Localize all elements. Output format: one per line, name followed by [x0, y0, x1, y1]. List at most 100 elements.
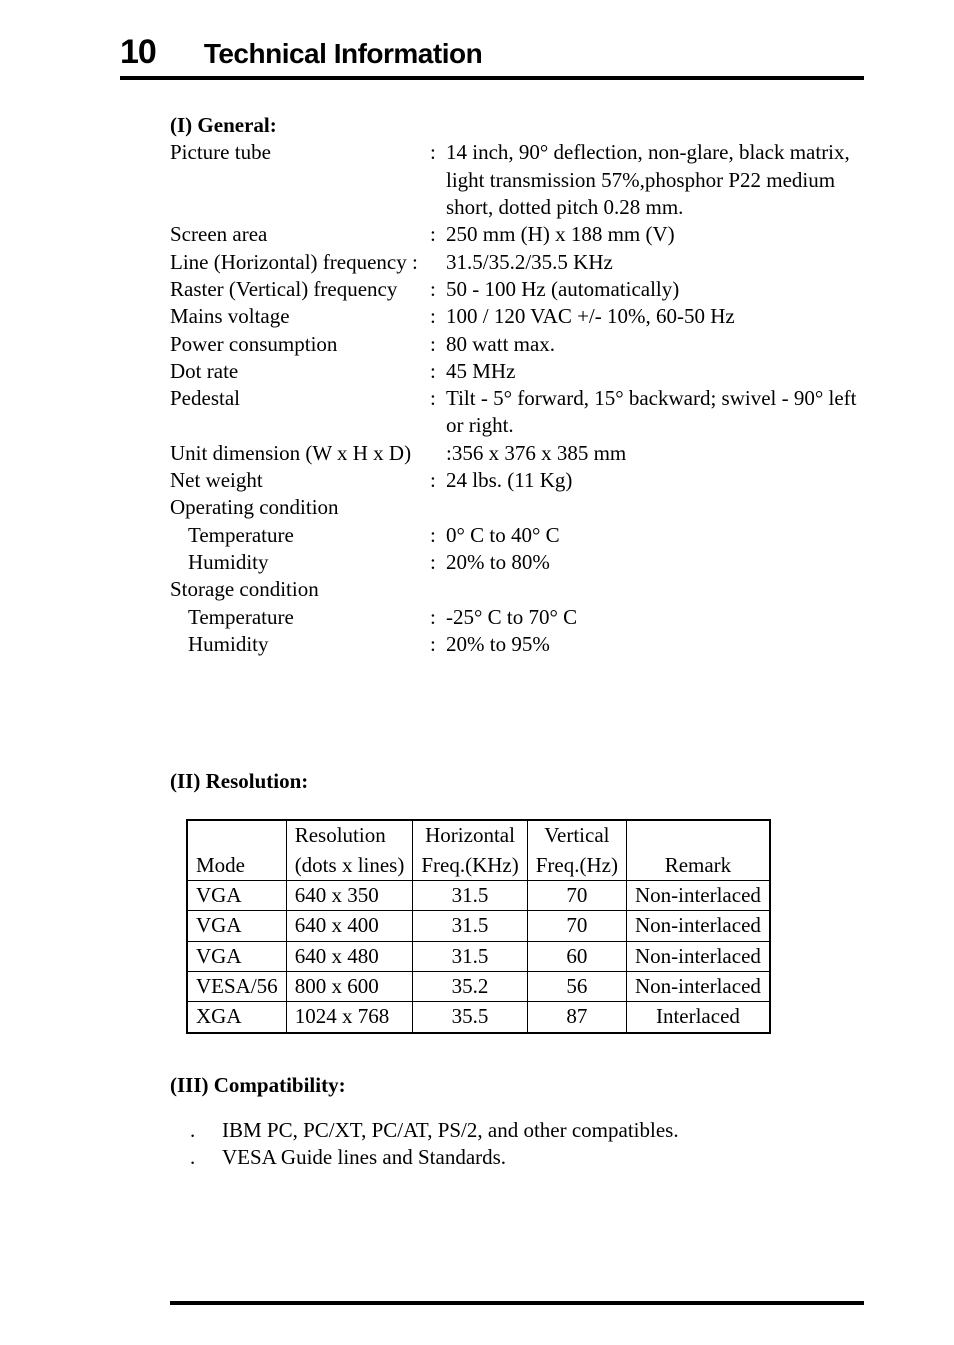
- section-compat-heading: (III) Compatibility:: [170, 1072, 864, 1099]
- table-header: Horizontal: [413, 820, 527, 850]
- spec-label: Humidity: [170, 549, 430, 576]
- spec-value: 31.5/35.2/35.5 KHz: [446, 249, 864, 276]
- table-cell: 800 x 600: [286, 971, 413, 1001]
- spec-row: Mains voltage:100 / 120 VAC +/- 10%, 60-…: [170, 303, 864, 330]
- table-cell: 35.2: [413, 971, 527, 1001]
- table-row: VGA640 x 35031.570Non-interlaced: [187, 881, 770, 911]
- spec-label: Picture tube: [170, 139, 430, 221]
- spec-value: Tilt - 5° forward, 15° backward; swivel …: [446, 385, 864, 440]
- table-cell: 31.5: [413, 911, 527, 941]
- spec-label: Dot rate: [170, 358, 430, 385]
- spec-value: [446, 576, 864, 603]
- spec-row: Picture tube:14 inch, 90° deflection, no…: [170, 139, 864, 221]
- section-general-heading: (I) General:: [170, 112, 864, 139]
- page-header: 10 Technical Information: [120, 30, 864, 80]
- table-cell: VGA: [187, 911, 286, 941]
- page-content: (I) General: Picture tube:14 inch, 90° d…: [120, 112, 864, 1305]
- table-header: Freq.(KHz): [413, 851, 527, 881]
- spec-value: [446, 494, 864, 521]
- spec-label: Line (Horizontal) frequency :: [170, 249, 430, 276]
- table-header: Freq.(Hz): [527, 851, 626, 881]
- resolution-table: ResolutionHorizontalVertical Mode(dots x …: [186, 819, 771, 1033]
- table-cell: 60: [527, 941, 626, 971]
- spec-value: 250 mm (H) x 188 mm (V): [446, 221, 864, 248]
- bullet-icon: .: [190, 1117, 198, 1144]
- spec-value: 50 - 100 Hz (automatically): [446, 276, 864, 303]
- table-cell: 31.5: [413, 881, 527, 911]
- spec-value: :356 x 376 x 385 mm: [446, 440, 864, 467]
- spec-colon: [430, 576, 446, 603]
- table-row: VESA/56800 x 60035.256Non-interlaced: [187, 971, 770, 1001]
- spec-list: Picture tube:14 inch, 90° deflection, no…: [170, 139, 864, 658]
- spec-colon: :: [430, 631, 446, 658]
- spec-value: 80 watt max.: [446, 331, 864, 358]
- spec-row: Humidity:20% to 95%: [170, 631, 864, 658]
- compat-list: . IBM PC, PC/XT, PC/AT, PS/2, and other c…: [170, 1117, 864, 1172]
- table-cell: Non-interlaced: [626, 911, 769, 941]
- spec-row: Line (Horizontal) frequency : 31.5/35.2/3…: [170, 249, 864, 276]
- spec-value: -25° C to 70° C: [446, 604, 864, 631]
- spec-colon: :: [430, 358, 446, 385]
- section-resolution-heading: (II) Resolution:: [170, 768, 864, 795]
- spec-label: Mains voltage: [170, 303, 430, 330]
- list-item-text: IBM PC, PC/XT, PC/AT, PS/2, and other co…: [222, 1117, 679, 1144]
- spec-row: Pedestal:Tilt - 5° forward, 15° backward…: [170, 385, 864, 440]
- spec-value: 20% to 80%: [446, 549, 864, 576]
- spec-row: Screen area:250 mm (H) x 188 mm (V): [170, 221, 864, 248]
- spec-label: Storage condition: [170, 576, 430, 603]
- spec-label: Unit dimension (W x H x D): [170, 440, 430, 467]
- spec-row: Temperature:-25° C to 70° C: [170, 604, 864, 631]
- table-cell: 640 x 480: [286, 941, 413, 971]
- spec-label: Power consumption: [170, 331, 430, 358]
- table-cell: VGA: [187, 941, 286, 971]
- spec-colon: :: [430, 549, 446, 576]
- spec-label: Humidity: [170, 631, 430, 658]
- spec-row: Net weight:24 lbs. (11 Kg): [170, 467, 864, 494]
- table-header: (dots x lines): [286, 851, 413, 881]
- table-cell: Interlaced: [626, 1002, 769, 1033]
- spec-colon: [430, 249, 446, 276]
- table-cell: Non-interlaced: [626, 881, 769, 911]
- spec-colon: :: [430, 522, 446, 549]
- table-cell: 70: [527, 881, 626, 911]
- spec-value: 45 MHz: [446, 358, 864, 385]
- spec-row: Temperature:0° C to 40° C: [170, 522, 864, 549]
- footer-rule: [170, 1301, 864, 1305]
- spec-row: Storage condition: [170, 576, 864, 603]
- spec-value: 24 lbs. (11 Kg): [446, 467, 864, 494]
- table-header: [187, 820, 286, 850]
- table-header: Vertical: [527, 820, 626, 850]
- spec-colon: :: [430, 331, 446, 358]
- table-cell: VESA/56: [187, 971, 286, 1001]
- spec-row: Dot rate:45 MHz: [170, 358, 864, 385]
- table-header: [626, 820, 769, 850]
- table-header: Resolution: [286, 820, 413, 850]
- spec-label: Net weight: [170, 467, 430, 494]
- list-item: .VESA Guide lines and Standards.: [190, 1144, 864, 1171]
- spec-row: Raster (Vertical) frequency:50 - 100 Hz …: [170, 276, 864, 303]
- table-header: Remark: [626, 851, 769, 881]
- spec-row: Humidity:20% to 80%: [170, 549, 864, 576]
- spec-colon: :: [430, 303, 446, 330]
- table-cell: 70: [527, 911, 626, 941]
- spec-colon: [430, 440, 446, 467]
- table-cell: 640 x 350: [286, 881, 413, 911]
- spec-label: Raster (Vertical) frequency: [170, 276, 430, 303]
- spec-value: 20% to 95%: [446, 631, 864, 658]
- table-row: XGA1024 x 76835.587Interlaced: [187, 1002, 770, 1033]
- spec-colon: :: [430, 221, 446, 248]
- table-cell: VGA: [187, 881, 286, 911]
- table-cell: 31.5: [413, 941, 527, 971]
- spec-colon: :: [430, 276, 446, 303]
- spec-colon: :: [430, 467, 446, 494]
- table-cell: 87: [527, 1002, 626, 1033]
- table-header: Mode: [187, 851, 286, 881]
- table-row: VGA640 x 40031.570Non-interlaced: [187, 911, 770, 941]
- spec-label: Pedestal: [170, 385, 430, 440]
- spec-colon: :: [430, 139, 446, 221]
- spec-value: 100 / 120 VAC +/- 10%, 60-50 Hz: [446, 303, 864, 330]
- spec-row: Operating condition: [170, 494, 864, 521]
- spec-colon: :: [430, 385, 446, 440]
- spec-label: Operating condition: [170, 494, 430, 521]
- table-cell: 1024 x 768: [286, 1002, 413, 1033]
